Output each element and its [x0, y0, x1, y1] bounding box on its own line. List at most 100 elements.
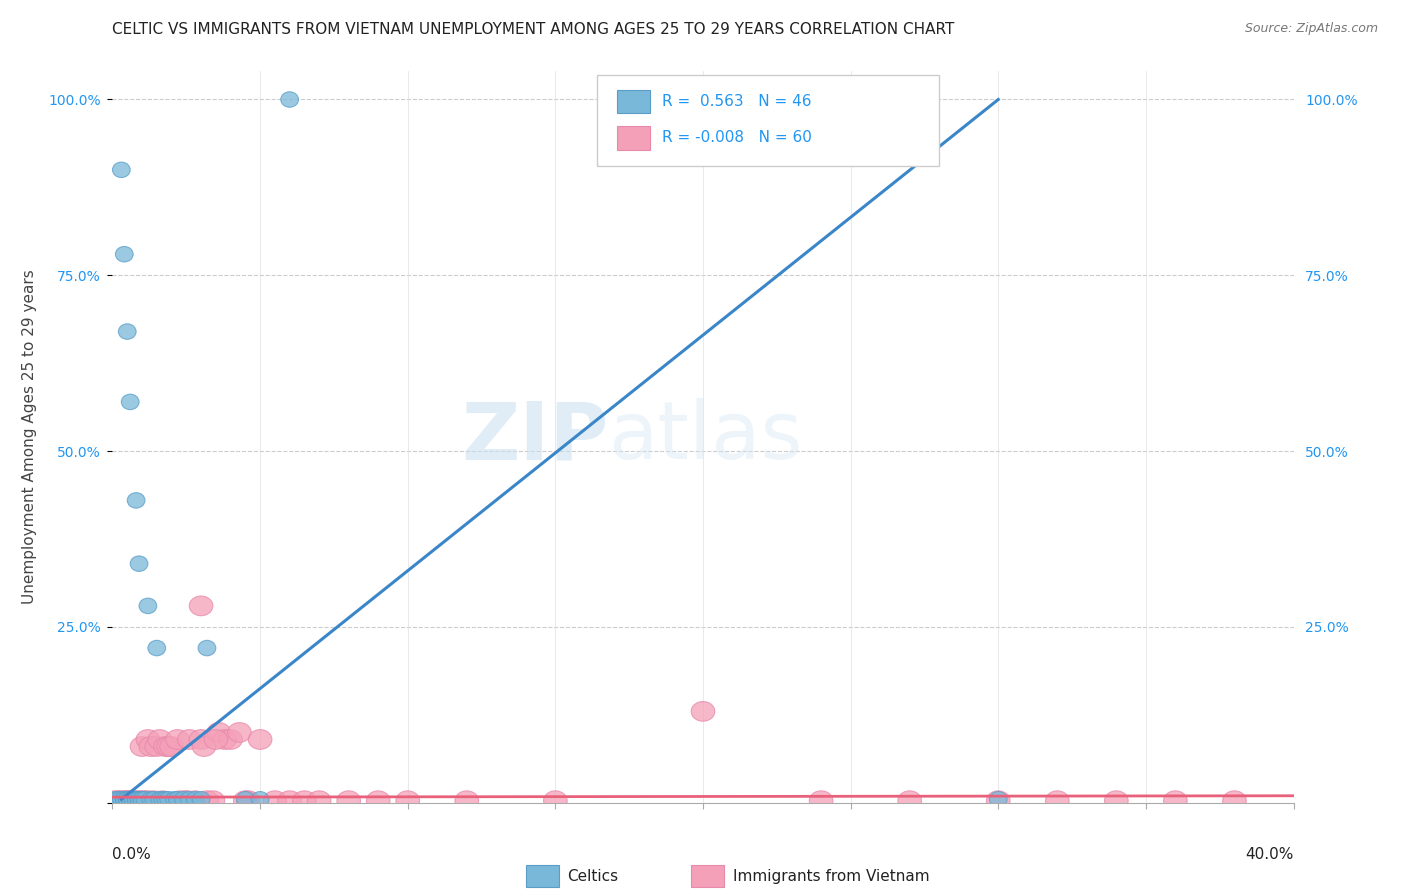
Bar: [617, 127, 650, 150]
Ellipse shape: [121, 791, 139, 807]
Ellipse shape: [1046, 791, 1069, 811]
Ellipse shape: [898, 791, 921, 811]
Ellipse shape: [174, 791, 198, 811]
Ellipse shape: [110, 791, 134, 811]
Ellipse shape: [195, 791, 219, 811]
Ellipse shape: [166, 730, 190, 749]
Ellipse shape: [134, 791, 150, 807]
Ellipse shape: [115, 791, 134, 807]
Ellipse shape: [308, 791, 330, 811]
Ellipse shape: [252, 791, 269, 807]
Ellipse shape: [219, 730, 242, 749]
Ellipse shape: [134, 791, 157, 811]
Y-axis label: Unemployment Among Ages 25 to 29 years: Unemployment Among Ages 25 to 29 years: [22, 269, 37, 605]
Ellipse shape: [1105, 791, 1128, 811]
Ellipse shape: [153, 737, 177, 756]
Ellipse shape: [124, 791, 142, 807]
Ellipse shape: [367, 791, 389, 811]
Ellipse shape: [190, 730, 212, 749]
Ellipse shape: [169, 791, 187, 807]
Ellipse shape: [131, 791, 153, 811]
Ellipse shape: [107, 791, 131, 811]
Bar: [692, 865, 724, 887]
Ellipse shape: [174, 791, 193, 807]
Bar: [526, 865, 560, 887]
Ellipse shape: [160, 737, 183, 756]
Ellipse shape: [110, 791, 127, 807]
Ellipse shape: [166, 791, 183, 807]
Ellipse shape: [118, 791, 136, 807]
Ellipse shape: [153, 791, 172, 807]
Ellipse shape: [456, 791, 478, 811]
Text: R =  0.563   N = 46: R = 0.563 N = 46: [662, 94, 811, 109]
Ellipse shape: [186, 791, 204, 807]
Text: 40.0%: 40.0%: [1246, 847, 1294, 862]
Text: 0.0%: 0.0%: [112, 847, 152, 862]
Ellipse shape: [121, 394, 139, 409]
Ellipse shape: [278, 791, 301, 811]
Ellipse shape: [127, 791, 145, 807]
Ellipse shape: [236, 791, 260, 811]
Ellipse shape: [292, 791, 316, 811]
Ellipse shape: [139, 737, 163, 756]
Ellipse shape: [121, 791, 145, 811]
Ellipse shape: [118, 791, 136, 807]
Ellipse shape: [118, 791, 142, 811]
FancyBboxPatch shape: [596, 75, 939, 167]
Text: ZIP: ZIP: [461, 398, 609, 476]
Ellipse shape: [228, 723, 252, 742]
Ellipse shape: [124, 791, 142, 807]
Ellipse shape: [174, 791, 198, 811]
Text: Celtics: Celtics: [567, 869, 619, 884]
Ellipse shape: [134, 791, 150, 807]
Ellipse shape: [183, 791, 207, 811]
Ellipse shape: [118, 791, 136, 807]
Ellipse shape: [145, 737, 169, 756]
Ellipse shape: [990, 791, 1007, 807]
Ellipse shape: [180, 791, 198, 807]
Ellipse shape: [204, 730, 228, 749]
Text: atlas: atlas: [609, 398, 803, 476]
Ellipse shape: [233, 791, 257, 811]
Ellipse shape: [810, 791, 832, 811]
Ellipse shape: [131, 791, 148, 807]
Bar: [617, 89, 650, 113]
Ellipse shape: [160, 791, 177, 807]
Ellipse shape: [115, 791, 139, 811]
Ellipse shape: [136, 791, 153, 807]
Ellipse shape: [193, 791, 209, 807]
Ellipse shape: [148, 640, 166, 656]
Ellipse shape: [1164, 791, 1187, 811]
Ellipse shape: [127, 492, 145, 508]
Text: Source: ZipAtlas.com: Source: ZipAtlas.com: [1244, 22, 1378, 36]
Ellipse shape: [131, 737, 153, 756]
Ellipse shape: [136, 791, 160, 811]
Ellipse shape: [115, 791, 134, 807]
Ellipse shape: [142, 791, 160, 807]
Ellipse shape: [692, 701, 714, 722]
Ellipse shape: [131, 791, 148, 807]
Ellipse shape: [115, 246, 134, 262]
Ellipse shape: [1223, 791, 1246, 811]
Ellipse shape: [118, 791, 142, 811]
Ellipse shape: [145, 791, 163, 807]
Ellipse shape: [112, 162, 131, 178]
Text: Immigrants from Vietnam: Immigrants from Vietnam: [733, 869, 929, 884]
Ellipse shape: [121, 791, 139, 807]
Ellipse shape: [148, 730, 172, 749]
Ellipse shape: [118, 324, 136, 339]
Ellipse shape: [396, 791, 419, 811]
Ellipse shape: [337, 791, 360, 811]
Ellipse shape: [104, 791, 128, 811]
Ellipse shape: [190, 596, 212, 615]
Ellipse shape: [236, 791, 254, 807]
Ellipse shape: [157, 737, 180, 756]
Ellipse shape: [201, 791, 225, 811]
Text: R = -0.008   N = 60: R = -0.008 N = 60: [662, 130, 811, 145]
Ellipse shape: [249, 730, 271, 749]
Ellipse shape: [207, 723, 231, 742]
Ellipse shape: [177, 730, 201, 749]
Ellipse shape: [128, 791, 150, 811]
Ellipse shape: [112, 791, 136, 811]
Ellipse shape: [139, 599, 157, 614]
